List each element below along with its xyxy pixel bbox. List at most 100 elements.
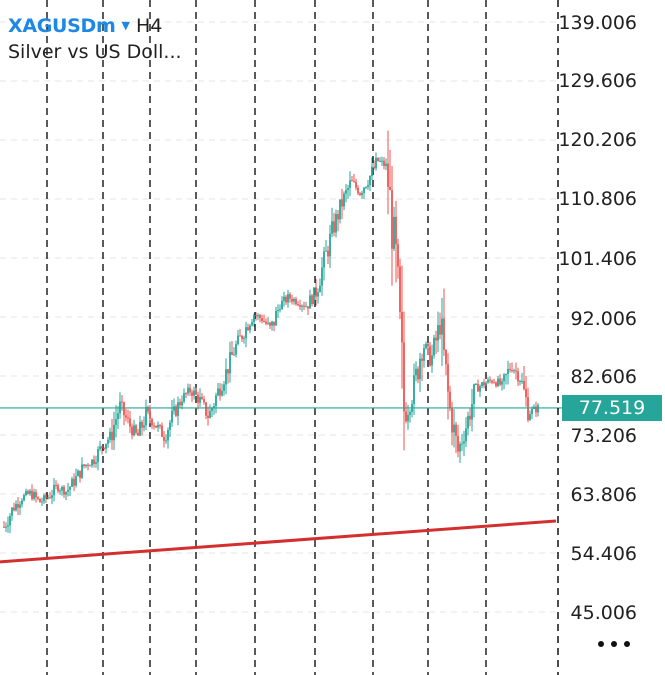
candle	[509, 362, 511, 373]
candle	[471, 388, 473, 432]
candle	[503, 373, 505, 390]
candle	[193, 386, 195, 400]
candle	[481, 381, 483, 388]
candle-body	[157, 424, 159, 428]
candle-body	[505, 374, 507, 376]
candle-body	[523, 380, 525, 390]
candle	[273, 321, 275, 332]
candle-body	[345, 190, 347, 194]
candle	[13, 502, 15, 512]
candle-body	[257, 315, 259, 317]
candle-body	[417, 368, 419, 380]
candle-body	[229, 352, 231, 374]
candle-body	[421, 358, 423, 361]
candle-body	[63, 487, 65, 495]
candle-body	[265, 321, 267, 324]
candle	[117, 406, 119, 430]
candle	[443, 288, 445, 356]
candle	[189, 383, 191, 397]
trendline[interactable]	[0, 519, 557, 564]
candle-body	[513, 370, 515, 372]
candle	[43, 493, 45, 504]
price-axis-label: 129.606	[558, 70, 637, 92]
candle	[25, 488, 27, 497]
candle-body	[455, 424, 457, 436]
candle	[465, 417, 467, 448]
candle	[125, 408, 127, 422]
caret-down-icon[interactable]: ▼	[121, 19, 130, 32]
candle-body	[75, 476, 77, 486]
candle-body	[41, 501, 43, 503]
candle-body	[285, 296, 287, 303]
candle-body	[349, 180, 351, 189]
candle	[85, 464, 87, 469]
candle-body	[81, 464, 83, 478]
candle-body	[97, 449, 99, 463]
candle-body	[117, 413, 119, 420]
candle	[119, 392, 121, 419]
candle	[65, 491, 67, 501]
candle-body	[249, 325, 251, 331]
candle	[281, 296, 283, 310]
candle	[359, 191, 361, 197]
candle	[259, 313, 261, 323]
candle	[261, 314, 263, 324]
dot	[611, 641, 617, 647]
candle-body	[149, 411, 151, 420]
candle	[175, 404, 177, 418]
candle	[109, 427, 111, 443]
candle	[355, 178, 357, 191]
candle	[77, 469, 79, 477]
candle-body	[391, 190, 393, 249]
candle	[493, 378, 495, 384]
candle-body	[305, 306, 307, 308]
candle	[231, 340, 233, 356]
candle-body	[259, 315, 261, 319]
candle-body	[377, 157, 379, 162]
symbol-name[interactable]: XAGUSDm	[8, 15, 116, 37]
candle-body	[107, 439, 109, 444]
candle	[3, 520, 5, 529]
candle-body	[235, 344, 237, 355]
candle	[213, 403, 215, 415]
candle-body	[241, 335, 243, 339]
dot	[598, 641, 604, 647]
candle-body	[247, 327, 249, 331]
candle-body	[103, 447, 105, 449]
candle-body	[61, 487, 63, 491]
candle-body	[413, 375, 415, 404]
candle	[409, 409, 411, 423]
period-separators	[46, 0, 487, 675]
candle	[413, 363, 415, 415]
candle	[401, 265, 403, 389]
timeframe-label[interactable]: H4	[136, 15, 163, 37]
candle	[491, 379, 493, 385]
more-options-icon[interactable]	[590, 632, 638, 656]
candle	[423, 343, 425, 368]
candle	[425, 341, 427, 350]
candle-body	[65, 491, 67, 495]
candle-body	[395, 216, 397, 245]
candle	[81, 457, 83, 480]
candle	[363, 186, 365, 199]
candle-body	[169, 422, 171, 430]
candle-body	[227, 369, 229, 374]
candle-body	[167, 429, 169, 441]
candle-body	[369, 175, 371, 186]
candle-body	[519, 381, 521, 383]
candle-body	[475, 384, 477, 386]
candle	[333, 212, 335, 237]
candle-body	[295, 299, 297, 304]
candle-body	[407, 414, 409, 422]
candle	[351, 176, 353, 182]
candle-body	[55, 484, 57, 486]
candle-body	[139, 421, 141, 436]
candle	[533, 404, 535, 410]
candle-body	[405, 411, 407, 422]
trendline-segment[interactable]	[0, 519, 557, 564]
symbol-selector[interactable]: XAGUSDm ▼ H4	[8, 14, 182, 38]
candle-body	[223, 384, 225, 391]
candle-body	[351, 180, 353, 182]
candle	[237, 329, 239, 346]
